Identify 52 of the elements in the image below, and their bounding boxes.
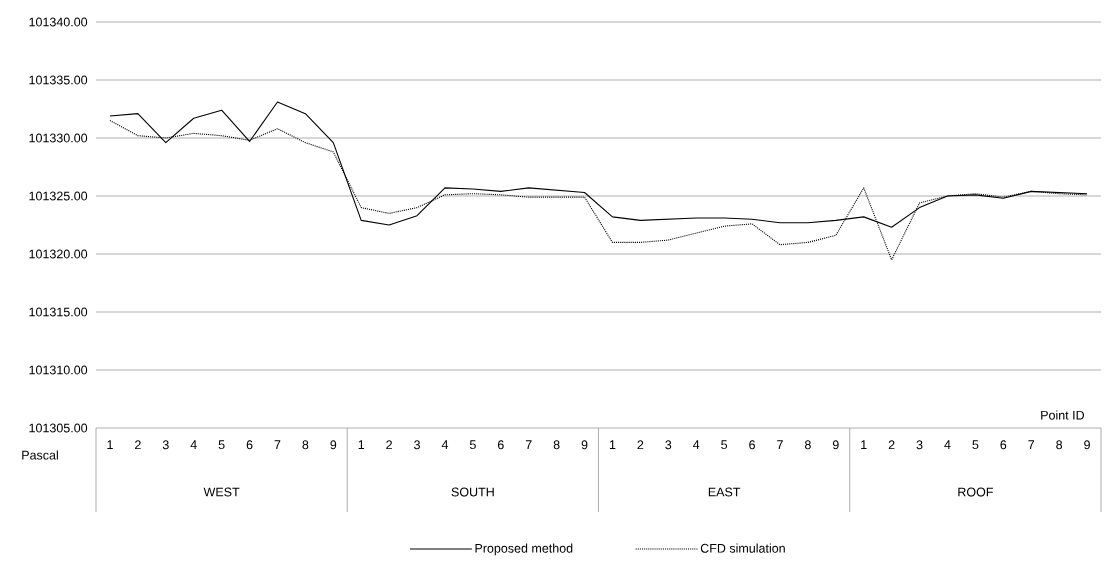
x-tick-label: 9 [832, 440, 839, 450]
x-tick-label: 3 [916, 440, 923, 450]
x-tick-label: 1 [609, 440, 616, 449]
x-tick-label: 2 [637, 440, 644, 450]
x-tick-label: 9 [330, 440, 337, 450]
x-tick-label: 2 [135, 440, 141, 450]
y-tick-label: 101325.00 [29, 191, 88, 201]
x-axis-title: Point ID [1041, 410, 1085, 420]
x-tick-label: 4 [190, 440, 197, 449]
text: WEST [203, 487, 240, 497]
x-tick-label: 5 [469, 440, 476, 450]
text: ROOF [958, 487, 993, 497]
x-tick-label: 5 [721, 440, 728, 450]
x-tick-label: 2 [888, 440, 895, 450]
x-tick-label: 3 [414, 440, 420, 450]
x-tick-label: 5 [972, 440, 979, 450]
x-tick-label: 3 [665, 440, 672, 450]
x-tick-label: 1 [107, 440, 113, 449]
x-tick-label: 6 [497, 440, 504, 450]
y-tick-label: 101310.00 [29, 365, 88, 375]
y-tick-label: 101340.00 [29, 17, 88, 27]
x-tick-label: 6 [1000, 440, 1007, 450]
x-tick-label: 9 [1084, 440, 1090, 450]
x-tick-label: 8 [804, 440, 811, 450]
text: EAST [708, 487, 741, 497]
x-tick-label: 5 [218, 440, 225, 450]
x-tick-label: 7 [525, 440, 532, 449]
x-tick-label: 7 [274, 440, 281, 449]
x-tick-label: 4 [441, 440, 449, 449]
x-tick-label: 9 [581, 440, 588, 450]
x-tick-label: 7 [1028, 440, 1035, 449]
x-tick-label: 4 [693, 440, 700, 449]
y-axis-title: Pascal [22, 450, 58, 460]
x-tick-label: 8 [1056, 440, 1063, 450]
x-tick-label: 6 [246, 440, 253, 450]
x-tick-label: 3 [162, 440, 169, 450]
y-tick-label: 101315.00 [29, 307, 88, 317]
x-tick-label: 6 [749, 440, 755, 450]
text: SOUTH [451, 487, 494, 497]
legend-label: Proposed method [475, 543, 573, 556]
x-tick-label: 4 [944, 440, 951, 449]
x-tick-label: 8 [553, 440, 560, 450]
y-tick-label: 101320.00 [29, 249, 88, 259]
x-tick-label: 7 [777, 440, 783, 449]
x-tick-label: 1 [861, 440, 867, 449]
x-tick-label: 1 [358, 440, 365, 449]
legend-label: CFD simulation [700, 543, 785, 553]
y-tick-label: 101330.00 [29, 133, 88, 143]
x-tick-label: 8 [302, 440, 309, 450]
y-tick-label: 101305.00 [29, 423, 88, 433]
x-tick-label: 2 [386, 440, 392, 450]
y-tick-label: 101335.00 [29, 75, 88, 85]
